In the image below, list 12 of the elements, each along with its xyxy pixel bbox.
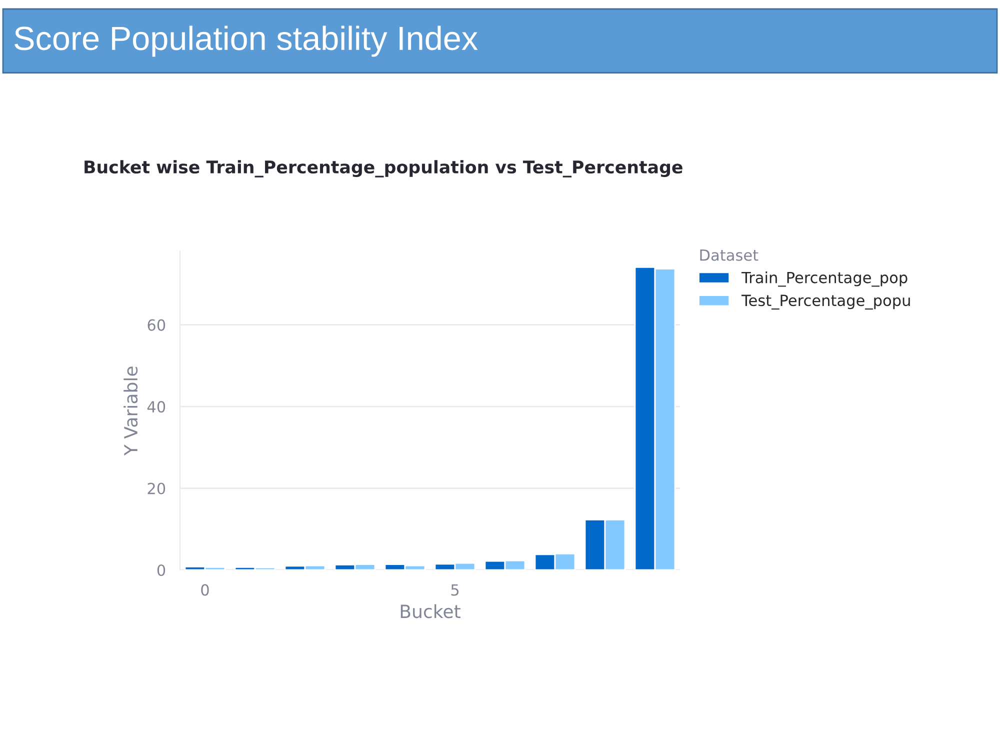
y-tick-label: 60 bbox=[148, 319, 166, 331]
y-tick-label: 40 bbox=[147, 401, 166, 413]
chart-subtitle: Bucket wise Train_Percentage_population vs Test_Percentage bbox=[84, 160, 682, 178]
chart-title: Score Population stability Index bbox=[14, 26, 478, 57]
y-tick-label: 0 bbox=[157, 564, 166, 576]
legend-title: Dataset bbox=[700, 250, 758, 261]
y-tick-label: 20 bbox=[148, 482, 166, 494]
x-axis-title: Bucket bbox=[400, 604, 460, 618]
y-axis-title: Y Variable bbox=[124, 366, 138, 456]
legend-label: Train_Percentage_pop bbox=[741, 271, 908, 287]
x-tick-label: 5 bbox=[451, 584, 459, 596]
legend-label: Test_Percentage_popu bbox=[741, 294, 910, 310]
